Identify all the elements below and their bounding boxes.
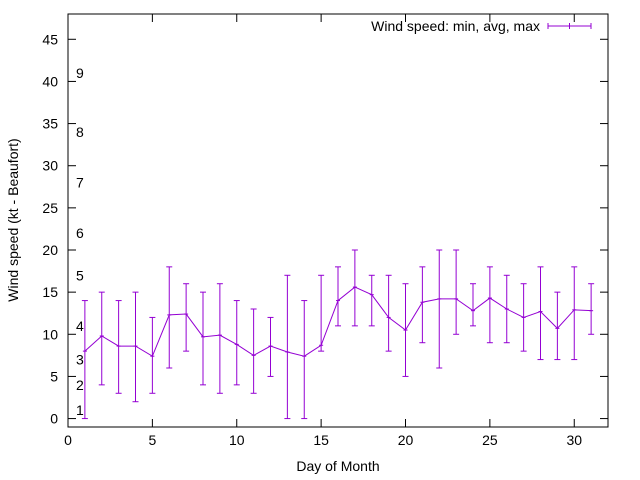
- x-tick-label: 30: [566, 432, 582, 448]
- x-axis-label: Day of Month: [296, 458, 379, 474]
- y-tick-label: 0: [50, 411, 58, 427]
- beaufort-label: 8: [76, 124, 84, 140]
- plot-frame: [67, 13, 609, 428]
- beaufort-label: 9: [76, 65, 84, 81]
- y-tick-label: 25: [42, 200, 58, 216]
- beaufort-label: 7: [76, 175, 84, 191]
- beaufort-label: 2: [76, 377, 84, 393]
- y-tick-label: 35: [42, 116, 58, 132]
- x-tick-label: 0: [64, 432, 72, 448]
- axes: [67, 13, 609, 428]
- legend: Wind speed: min, avg, max: [371, 18, 592, 34]
- y-axis-label: Wind speed (kt - Beaufort): [5, 138, 21, 301]
- x-tick-label: 5: [148, 432, 156, 448]
- y-tick-label: 15: [42, 284, 58, 300]
- series-layer: [81, 249, 595, 420]
- beaufort-label: 1: [76, 402, 84, 418]
- y-tick-label: 5: [50, 368, 58, 384]
- y-tick-label: 45: [42, 31, 58, 47]
- beaufort-label: 3: [76, 352, 84, 368]
- x-tick-label: 15: [313, 432, 329, 448]
- y-tick-label: 30: [42, 158, 58, 174]
- y-tick-label: 10: [42, 326, 58, 342]
- y-tick-label: 40: [42, 73, 58, 89]
- beaufort-scale-labels: 1 2 3 4 5 6 7 8 9: [76, 65, 84, 418]
- beaufort-label: 5: [76, 267, 84, 283]
- x-tick-label: 25: [482, 432, 498, 448]
- beaufort-label: 4: [76, 318, 84, 334]
- y-tick-label: 20: [42, 242, 58, 258]
- x-tick-label: 20: [398, 432, 414, 448]
- x-tick-label: 10: [229, 432, 245, 448]
- beaufort-label: 6: [76, 225, 84, 241]
- legend-label: Wind speed: min, avg, max: [371, 18, 540, 34]
